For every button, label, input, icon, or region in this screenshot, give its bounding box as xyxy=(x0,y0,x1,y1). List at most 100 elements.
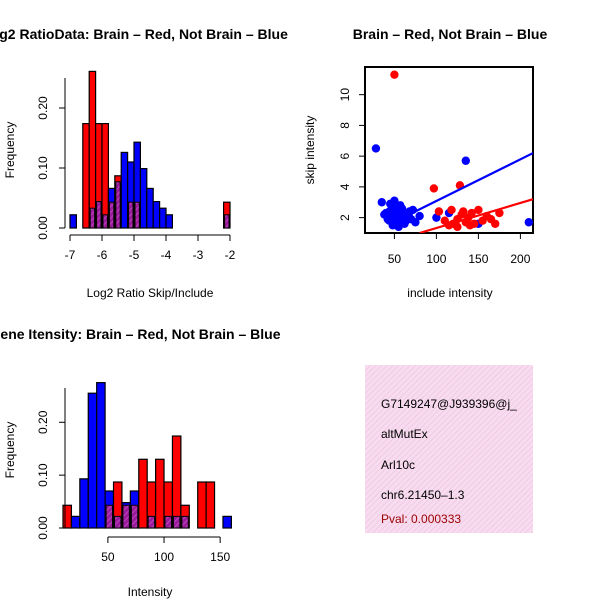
scatter-plot-frame xyxy=(364,66,534,234)
info-event-type: altMutEx xyxy=(381,427,428,441)
scatter-y-ticks: 2 4 6 8 10 xyxy=(338,88,365,221)
intensity-x-tick-label: 100 xyxy=(154,550,174,564)
scatter-x-label: include intensity xyxy=(407,286,492,300)
intensity-bar xyxy=(171,435,182,529)
ratio-x-tick-label: -5 xyxy=(129,248,140,262)
ratio-histogram-panel: Log2 RatioData: Brain – Red, Not Brain –… xyxy=(0,26,288,300)
scatter-y-tick-label: 2 xyxy=(338,214,352,221)
intensity-y-tick-label: 0.10 xyxy=(36,463,50,487)
scatter-y-tick-label: 6 xyxy=(338,152,352,159)
scatter-point-brain xyxy=(390,70,399,79)
info-location: chr6.21450–1.3 xyxy=(381,488,465,502)
ratio-x-ticks: -7 -6 -5 -4 -3 -2 xyxy=(65,235,236,262)
scatter-points xyxy=(371,70,533,233)
info-panel-clip: G7149247@J939396@j_ altMutEx Arl10c chr6… xyxy=(381,397,517,526)
ratio-bar xyxy=(139,168,148,229)
scatter-point-not-brain xyxy=(397,204,407,213)
scatter-fit-line-red xyxy=(419,198,533,233)
scatter-point-brain xyxy=(434,207,444,216)
ratio-x-tick-label: -7 xyxy=(65,248,76,262)
scatter-fit-line-blue xyxy=(402,152,533,219)
ratio-overlap-bar xyxy=(89,207,96,229)
ratio-bar xyxy=(152,201,161,229)
intensity-bar xyxy=(96,382,106,529)
ratio-bar xyxy=(120,151,129,229)
intensity-overlap-bar xyxy=(147,515,156,529)
scatter-point-brain xyxy=(447,205,456,215)
info-panel: G7149247@J939396@j_ altMutEx Arl10c chr6… xyxy=(365,365,533,533)
scatter-point-not-brain xyxy=(385,216,394,225)
ratio-bars xyxy=(69,70,231,229)
intensity-overlap-bar xyxy=(105,504,114,529)
scatter-point-not-brain xyxy=(411,218,420,227)
scatter-point-not-brain xyxy=(377,198,386,207)
scatter-x-tick-label: 150 xyxy=(468,252,488,266)
intensity-overlap-bar xyxy=(122,504,130,529)
ratio-overlap-bar xyxy=(134,201,140,229)
scatter-x-ticks: 50 100 150 200 xyxy=(388,233,531,266)
ratio-overlap-bar xyxy=(102,214,108,229)
intensity-overlap-bar xyxy=(130,504,139,529)
intensity-y-tick-label: 0.00 xyxy=(36,516,50,540)
intensity-bar xyxy=(87,392,98,529)
scatter-y-label: skip intensity xyxy=(303,116,317,185)
info-panel-background xyxy=(365,365,533,533)
intensity-bar xyxy=(62,504,73,529)
scatter-point-brain xyxy=(491,219,500,228)
intensity-bar xyxy=(205,481,216,529)
scatter-point-brain xyxy=(467,208,476,218)
intensity-bar xyxy=(197,481,207,529)
scatter-x-tick-label: 200 xyxy=(510,252,530,266)
scatter-point-brain xyxy=(453,222,462,232)
info-gene-name: Arl10c xyxy=(381,458,415,472)
scatter-x-tick-label: 100 xyxy=(426,252,446,266)
scatter-x-tick-label: 50 xyxy=(388,252,402,266)
scatter-panel: Brain – Red, Not Brain – Blue 50 100 150 20… xyxy=(303,26,547,300)
intensity-x-ticks: 50 100 150 xyxy=(101,536,230,564)
ratio-y-ticks: 0.00 0.10 0.20 xyxy=(36,96,65,240)
scatter-y-tick-label: 4 xyxy=(338,183,352,190)
ratio-x-tick-label: -3 xyxy=(193,248,204,262)
scatter-y-tick-label: 8 xyxy=(338,122,352,129)
ratio-bar xyxy=(82,122,90,229)
intensity-y-ticks: 0.00 0.10 0.20 xyxy=(36,410,65,540)
intensity-overlap-bar xyxy=(181,515,189,529)
ratio-overlap-bar xyxy=(108,201,115,229)
ratio-overlap-bar xyxy=(115,181,121,229)
intensity-x-label: Intensity xyxy=(128,585,173,599)
info-event-id: G7149247@J939396@j_ xyxy=(381,397,517,411)
intensity-bar xyxy=(70,515,81,529)
ratio-bar xyxy=(101,122,110,229)
intensity-overlap-bar xyxy=(114,515,122,529)
scatter-point-not-brain xyxy=(401,216,411,225)
ratio-overlap-bar xyxy=(128,201,134,229)
scatter-chart-title: Brain – Red, Not Brain – Blue xyxy=(353,26,548,42)
scatter-point-not-brain xyxy=(415,211,424,221)
scatter-point-brain xyxy=(474,205,483,215)
ratio-x-tick-label: -6 xyxy=(97,248,108,262)
intensity-y-tick-label: 0.20 xyxy=(36,410,50,434)
intensity-bar xyxy=(222,515,232,529)
intensity-x-tick-label: 50 xyxy=(101,550,115,564)
intensity-bars xyxy=(62,382,232,529)
info-pvalue: Pval: 0.000333 xyxy=(381,512,461,526)
scatter-point-not-brain xyxy=(524,218,533,227)
ratio-overlap-bar xyxy=(224,214,230,229)
ratio-y-tick-label: 0.20 xyxy=(36,96,50,120)
scatter-point-brain xyxy=(459,207,468,216)
intensity-bar xyxy=(155,458,165,529)
ratio-overlap-bar xyxy=(96,201,102,229)
ratio-bar xyxy=(159,207,167,229)
intensity-overlap-bar xyxy=(164,515,172,529)
ratio-bar xyxy=(88,70,97,229)
intensity-bar xyxy=(138,458,148,529)
ratio-y-tick-label: 0.00 xyxy=(36,216,50,240)
intensity-chart-title: Gene Itensity: Brain – Red, Not Brain – … xyxy=(0,326,281,342)
intensity-bar xyxy=(79,478,89,529)
ratio-chart-title: Log2 RatioData: Brain – Red, Not Brain –… xyxy=(0,26,288,42)
ratio-y-label: Frequency xyxy=(3,122,17,179)
ratio-bar xyxy=(165,214,174,229)
scatter-point-brain xyxy=(470,219,479,228)
intensity-overlap-bar xyxy=(172,515,181,529)
